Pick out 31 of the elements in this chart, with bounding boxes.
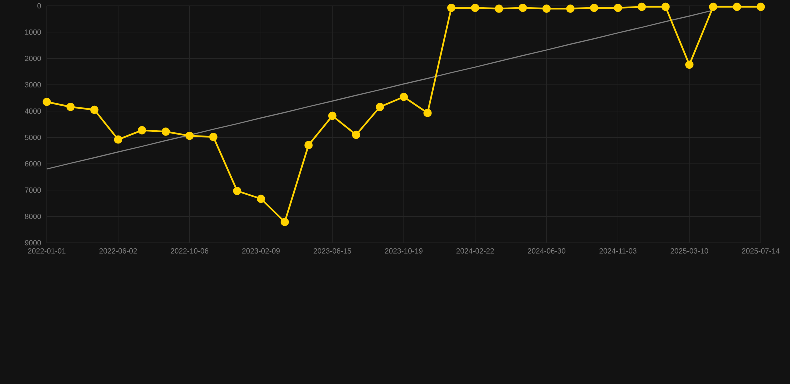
point <box>566 4 575 14</box>
point <box>518 4 528 12</box>
point <box>352 130 361 140</box>
point <box>376 102 384 112</box>
point <box>424 109 432 118</box>
point <box>495 4 504 14</box>
point <box>162 128 170 136</box>
point <box>233 186 242 196</box>
point <box>614 4 622 12</box>
point <box>756 2 766 12</box>
point <box>280 218 290 226</box>
point <box>114 136 123 144</box>
point <box>138 126 146 135</box>
point <box>447 4 456 12</box>
point <box>638 2 646 12</box>
point <box>90 106 99 114</box>
point <box>471 4 480 12</box>
point <box>662 2 670 12</box>
point <box>733 2 742 12</box>
point <box>590 4 599 12</box>
point <box>66 102 75 112</box>
point <box>42 98 52 106</box>
point <box>304 141 313 150</box>
point <box>209 133 218 142</box>
point <box>542 4 551 14</box>
point <box>709 2 718 12</box>
point <box>328 112 337 120</box>
point <box>186 132 194 140</box>
point <box>685 60 694 70</box>
point <box>257 194 266 204</box>
point <box>400 92 408 102</box>
